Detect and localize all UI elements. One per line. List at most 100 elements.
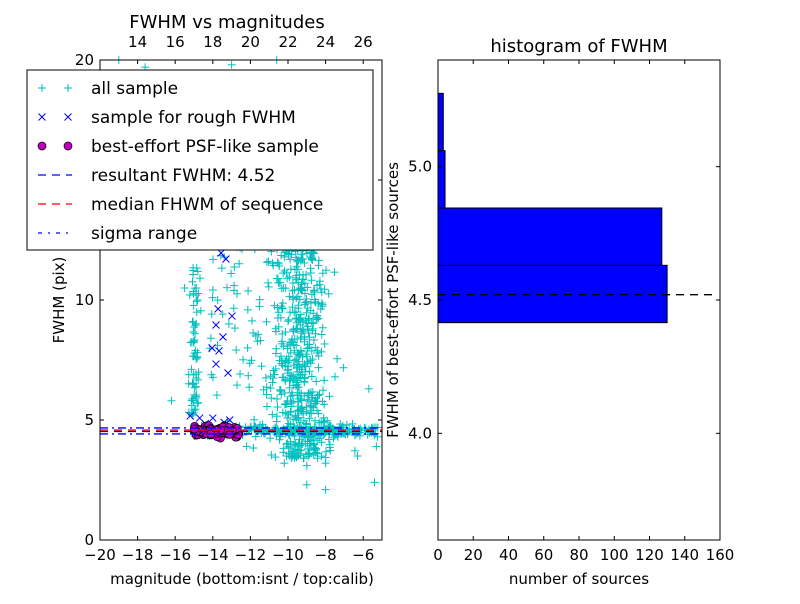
all-sample-point [283, 366, 292, 375]
all-sample-point [230, 324, 239, 333]
all-sample-point [272, 274, 281, 283]
all-sample-point [312, 377, 321, 386]
y-tick-label: 20 [75, 51, 94, 69]
all-sample-point [271, 349, 280, 358]
all-sample-point [191, 392, 200, 401]
all-sample-point [230, 263, 239, 272]
all-sample-point [301, 298, 310, 307]
scatter-x-ticks: −20 −18 −16 −14 −12 −10 −8 −6 [84, 60, 374, 564]
all-sample-point [276, 352, 285, 361]
all-sample-point [222, 283, 231, 292]
all-sample-point [291, 307, 300, 316]
x-tick-label: −6 [352, 546, 374, 564]
all-sample-point [317, 330, 326, 339]
rough-fwhm-point [225, 416, 234, 424]
histogram-x-label: number of sources [509, 570, 649, 588]
all-sample-point [315, 277, 324, 286]
all-sample-point [302, 461, 311, 470]
all-sample-point [292, 314, 301, 323]
all-sample-point [193, 296, 202, 305]
all-sample-point [245, 359, 254, 368]
hist-x-tick-label: 20 [464, 546, 483, 564]
all-sample-point [264, 278, 273, 287]
scatter-x-label: magnitude (bottom:isnt / top:calib) [110, 570, 374, 588]
all-sample-point [290, 308, 299, 317]
all-sample-point [277, 251, 286, 260]
all-sample-point [243, 305, 252, 314]
all-sample-point [313, 454, 322, 463]
all-sample-point [286, 392, 295, 401]
all-sample-point [284, 442, 293, 451]
all-sample-point [189, 327, 198, 336]
all-sample-point [294, 394, 303, 403]
all-sample-point [269, 261, 278, 270]
histogram-title: histogram of FWHM [490, 36, 667, 57]
all-sample-point [314, 351, 323, 360]
all-sample-point [290, 449, 299, 458]
hist-x-tick-label: 100 [600, 546, 629, 564]
all-sample-point [186, 338, 195, 347]
all-sample-point [296, 320, 305, 329]
rough-fwhm-point [219, 333, 227, 341]
all-sample-point [309, 431, 318, 440]
legend-entry: best-effort PSF-like sample [37, 137, 319, 157]
all-sample-point [188, 277, 197, 286]
all-sample-point [208, 373, 217, 382]
top-tick-label: 24 [316, 33, 335, 51]
all-sample-point [370, 478, 379, 487]
all-sample-point [264, 257, 273, 266]
all-sample-point [350, 446, 359, 455]
all-sample-point [212, 391, 221, 400]
all-sample-point [293, 350, 302, 359]
all-sample-point [320, 376, 329, 385]
all-sample-point [271, 453, 280, 462]
all-sample-point [272, 412, 281, 421]
x-tick-label: −16 [159, 546, 191, 564]
all-sample-point [279, 342, 288, 351]
all-sample-point [313, 281, 322, 290]
x-tick-label: −20 [84, 546, 116, 564]
all-sample-point [313, 311, 322, 320]
all-sample-point [242, 442, 251, 451]
all-sample-point [196, 306, 205, 315]
rough-fwhm-point [212, 321, 220, 329]
histogram-bar [437, 207, 663, 266]
all-sample-point [271, 364, 280, 373]
all-sample-point [192, 373, 201, 382]
all-sample-point [311, 343, 320, 352]
all-sample-point [305, 414, 314, 423]
all-sample-point [300, 279, 309, 288]
x-tick-label: −18 [122, 546, 154, 564]
all-sample-point [193, 267, 202, 276]
hist-x-tick-label: 40 [499, 546, 518, 564]
all-sample-point [190, 383, 199, 392]
x-tick-label: −12 [235, 546, 267, 564]
all-sample-point [255, 295, 264, 304]
all-sample-point [293, 334, 302, 343]
all-sample-point [296, 310, 305, 319]
all-sample-point [281, 328, 290, 337]
all-sample-point [262, 390, 271, 399]
all-sample-point [307, 276, 316, 285]
all-sample-point [303, 344, 312, 353]
all-sample-point [297, 327, 306, 336]
hist-y-tick-label: 5.0 [408, 158, 432, 176]
all-sample-point [248, 316, 257, 325]
top-tick-label: 26 [354, 33, 373, 51]
all-sample-point [280, 266, 289, 275]
all-sample-point [325, 392, 334, 401]
all-sample-point [310, 396, 319, 405]
top-tick-label: 20 [241, 33, 260, 51]
all-sample-point [284, 315, 293, 324]
all-sample-point [304, 428, 313, 437]
all-sample-point [326, 446, 335, 455]
all-sample-point [269, 366, 278, 375]
all-sample-point [289, 372, 298, 381]
all-sample-point [305, 450, 314, 459]
histogram-bar [437, 150, 446, 209]
all-sample-point [274, 259, 283, 268]
all-sample-point [314, 299, 323, 308]
all-sample-point [294, 414, 303, 423]
all-sample-point [297, 389, 306, 398]
all-sample-point [302, 402, 311, 411]
